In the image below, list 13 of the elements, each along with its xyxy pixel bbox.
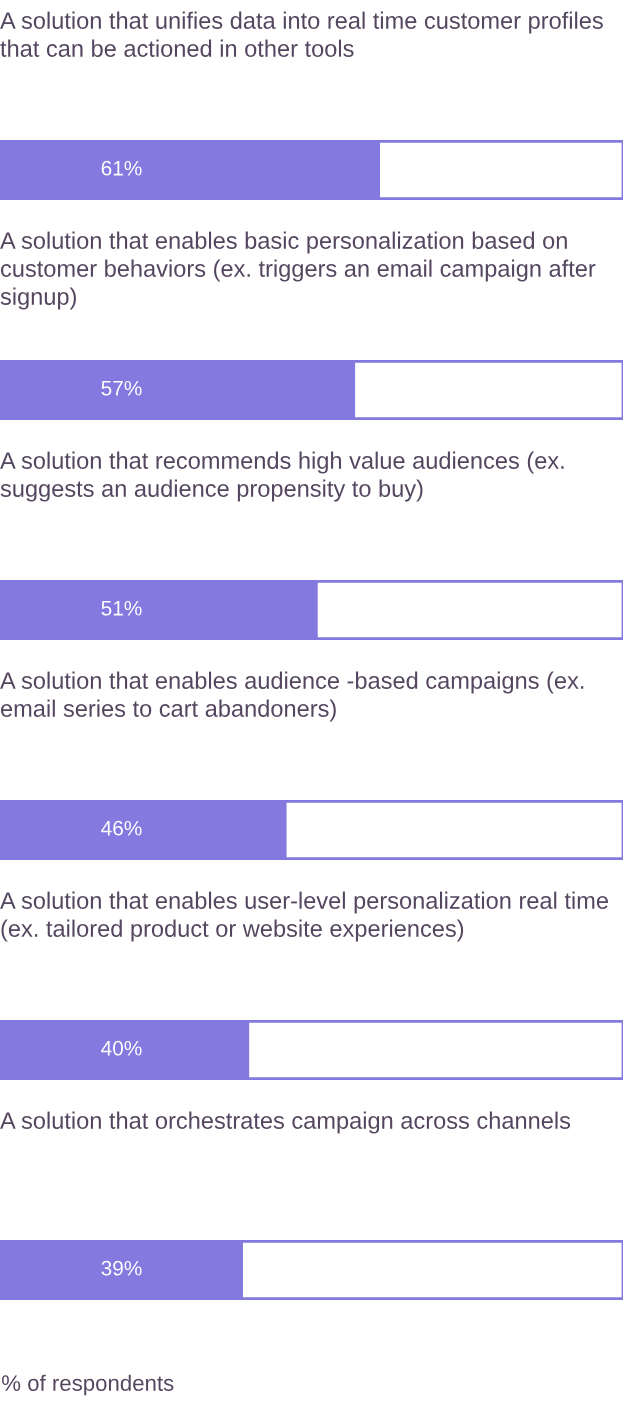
text: % of respondents: [2, 1374, 174, 1396]
data-label: 39%: [101, 1260, 142, 1276]
data-label: 40%: [101, 1040, 142, 1056]
y-tick-label: A solution that enables user-level personalization real time (ex. tailored product or website experiences): [0, 891, 608, 942]
data-label: 46%: [101, 820, 142, 836]
data-label: 61%: [101, 160, 142, 176]
data-label: 51%: [101, 600, 142, 616]
y-tick-label: A solution that recommends high value audiences (ex. suggests an audience propensity to buy): [0, 451, 564, 502]
y-tick-label: A solution that orchestrates campaign across channels: [0, 1111, 571, 1134]
data-label: 57%: [101, 380, 142, 396]
y-tick-label: A solution that unifies data into real time customer profiles that can be actioned in other tools: [0, 11, 603, 57]
y-tick-label: A solution that enables basic personalization based on customer behaviors (ex. triggers an email campaign after signup): [0, 231, 596, 310]
y-tick-label: A solution that enables audience -based campaigns (ex. email series to cart abandoners): [0, 671, 584, 722]
